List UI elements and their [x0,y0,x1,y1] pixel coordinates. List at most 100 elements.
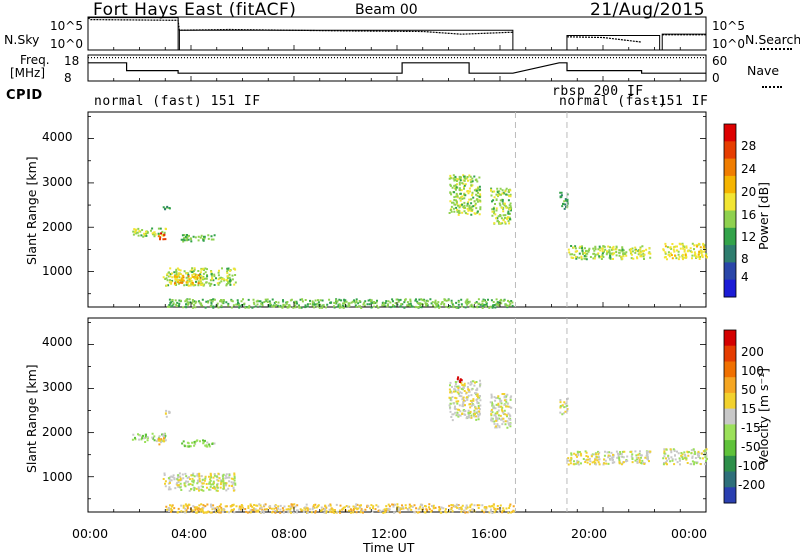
velocity-colorbar-cell-9 [724,471,736,488]
velocity-colorbar-cell-4 [724,392,736,410]
power-patches-patch-1-1 [159,234,167,241]
freq-series-line [88,62,706,74]
freq-right-tick-bottom: 0 [712,71,720,85]
velocity-colorbar-cell-8 [724,455,736,472]
velocity-cbtick-m100: -100 [738,459,766,473]
nsky-block-0 [87,17,179,50]
power-colorbar-cell-9 [724,279,736,298]
station-title: Fort Hays East (fitACF) [93,0,297,20]
velocity-patches-patch-4-2 [167,473,237,492]
power-patches-patch-7-2 [453,175,481,216]
power-patches-patch-11-2 [664,245,707,260]
beam-title: Beam 00 [355,2,418,18]
cpid-segment-3: normal (fast) [559,94,668,109]
velocity-ytick-3000: 3000 [42,380,73,394]
power-ytick-1000: 1000 [42,264,73,278]
power-patches-patch-10-1 [570,245,651,261]
nave-legend-line [762,86,782,88]
cpid-segment-4: -151 IF [650,94,709,109]
power-patches-patch-9-1 [559,191,569,208]
power-patches-patch-5-2 [176,273,200,282]
power-cbtick-8: 8 [741,252,749,266]
power-colorbar-cell-2 [724,158,736,177]
velocity-ytick-4000: 4000 [42,335,73,349]
power-patches-patch-3-1 [180,234,216,243]
date-title: 21/Aug/2015 [590,0,706,20]
power-patches-patch-6-1 [167,298,514,309]
freq-left-tick-top: 18 [64,54,80,68]
power-colorbar-cell-3 [724,175,736,194]
power-patches-patch-8-0 [490,187,513,225]
nsearch-legend-line [760,48,792,50]
xtick-1200: 12:00 [371,526,408,541]
xtick-0400: 04:00 [171,526,208,541]
velocity-cbtick-m15: -15 [741,421,761,435]
power-cbtick-12: 12 [741,230,757,244]
velocity-colorbar-cell-6 [724,424,736,441]
noise-left-label: N.Sky [4,32,40,47]
cpid-label: CPID [6,88,43,103]
power-ytick-4000: 4000 [42,130,73,144]
velocity-cbtick-m200: -200 [738,478,766,492]
velocity-patches-patch-1-0 [157,437,165,446]
freq-right-tick-top: 60 [712,54,728,68]
velocity-patches-patch-11-2 [662,448,708,466]
nsearch-series-line [87,17,706,43]
xtick-0800: 08:00 [271,526,308,541]
velocity-patches-patch-5-0 [165,503,515,514]
nsky-block-2 [566,34,661,50]
velocity-patches-patch-10-1 [567,450,652,466]
power-cbtick-28: 28 [741,139,757,153]
power-patches-patch-0-2 [140,227,162,237]
noise-lines [87,17,707,50]
velocity-patches-patch-3-2 [181,439,214,448]
velocity-patches-patch-2-0 [165,409,171,418]
cpid-segment-1: normal (fast) 151 IF [94,94,261,109]
power-colorbar-cell-6 [724,227,736,246]
noise-right-tick-bottom: 10^0 [712,37,745,51]
velocity-colorbar-frame [723,329,737,504]
power-colorbar-cell-0 [724,124,736,142]
velocity-patches [131,318,708,514]
velocity-patches-patch-0-2 [132,433,167,444]
xtick-2000: 20:00 [571,526,608,541]
freq-left-tick-bottom: 8 [64,71,72,85]
nsky-block-1 [178,29,514,50]
power-patches-patch-3-0 [182,234,215,243]
power-colorbar-cell-7 [724,245,736,263]
power-colorbar-cell-8 [724,262,736,281]
power-colorbar-cell-4 [724,193,736,211]
power-patches-patch-7-1 [448,174,482,215]
velocity-cbtick-200: 200 [741,345,764,359]
velocity-colorbar-cell-3 [724,377,736,394]
velocity-patches-patch-3-1 [183,439,214,448]
freq-lines [88,56,706,74]
velocity-patches-patch-2-1 [164,412,167,415]
velocity-patches-patch-1-1 [157,439,165,443]
velocity-colorbar-cell-2 [724,361,736,378]
noise-right-tick-top: 10^5 [712,19,745,33]
power-cbtick-4: 4 [741,270,749,284]
velocity-cbtick-100: 100 [741,364,764,378]
nave-label: Nave [747,63,780,78]
power-colorbar-frame [723,123,737,298]
power-patches-patch-11-1 [662,242,708,261]
velocity-patches-patch-3-0 [186,441,216,448]
velocity-patches-patch-8-1 [489,393,513,429]
power-cbtick-16: 16 [741,208,757,222]
velocity-cbtick-m50: -50 [741,440,761,454]
velocity-patches-patch-11-1 [663,448,708,466]
velocity-colorbar-cell-0 [724,330,736,347]
power-patches [132,112,708,309]
velocity-colorbar-cell-1 [724,345,736,362]
velocity-patches-patch-6-2 [448,381,481,419]
xtick-1600: 16:00 [471,526,508,541]
power-patches-patch-2-2 [164,205,169,211]
velocity-ytick-2000: 2000 [42,425,73,439]
velocity-ytick-1000: 1000 [42,470,73,484]
velocity-patches-patch-9-2 [559,404,568,416]
xtick-0000: 00:00 [72,526,109,541]
velocity-colorbar-cell-7 [724,440,736,457]
xtick-2400: 00:00 [671,526,708,541]
